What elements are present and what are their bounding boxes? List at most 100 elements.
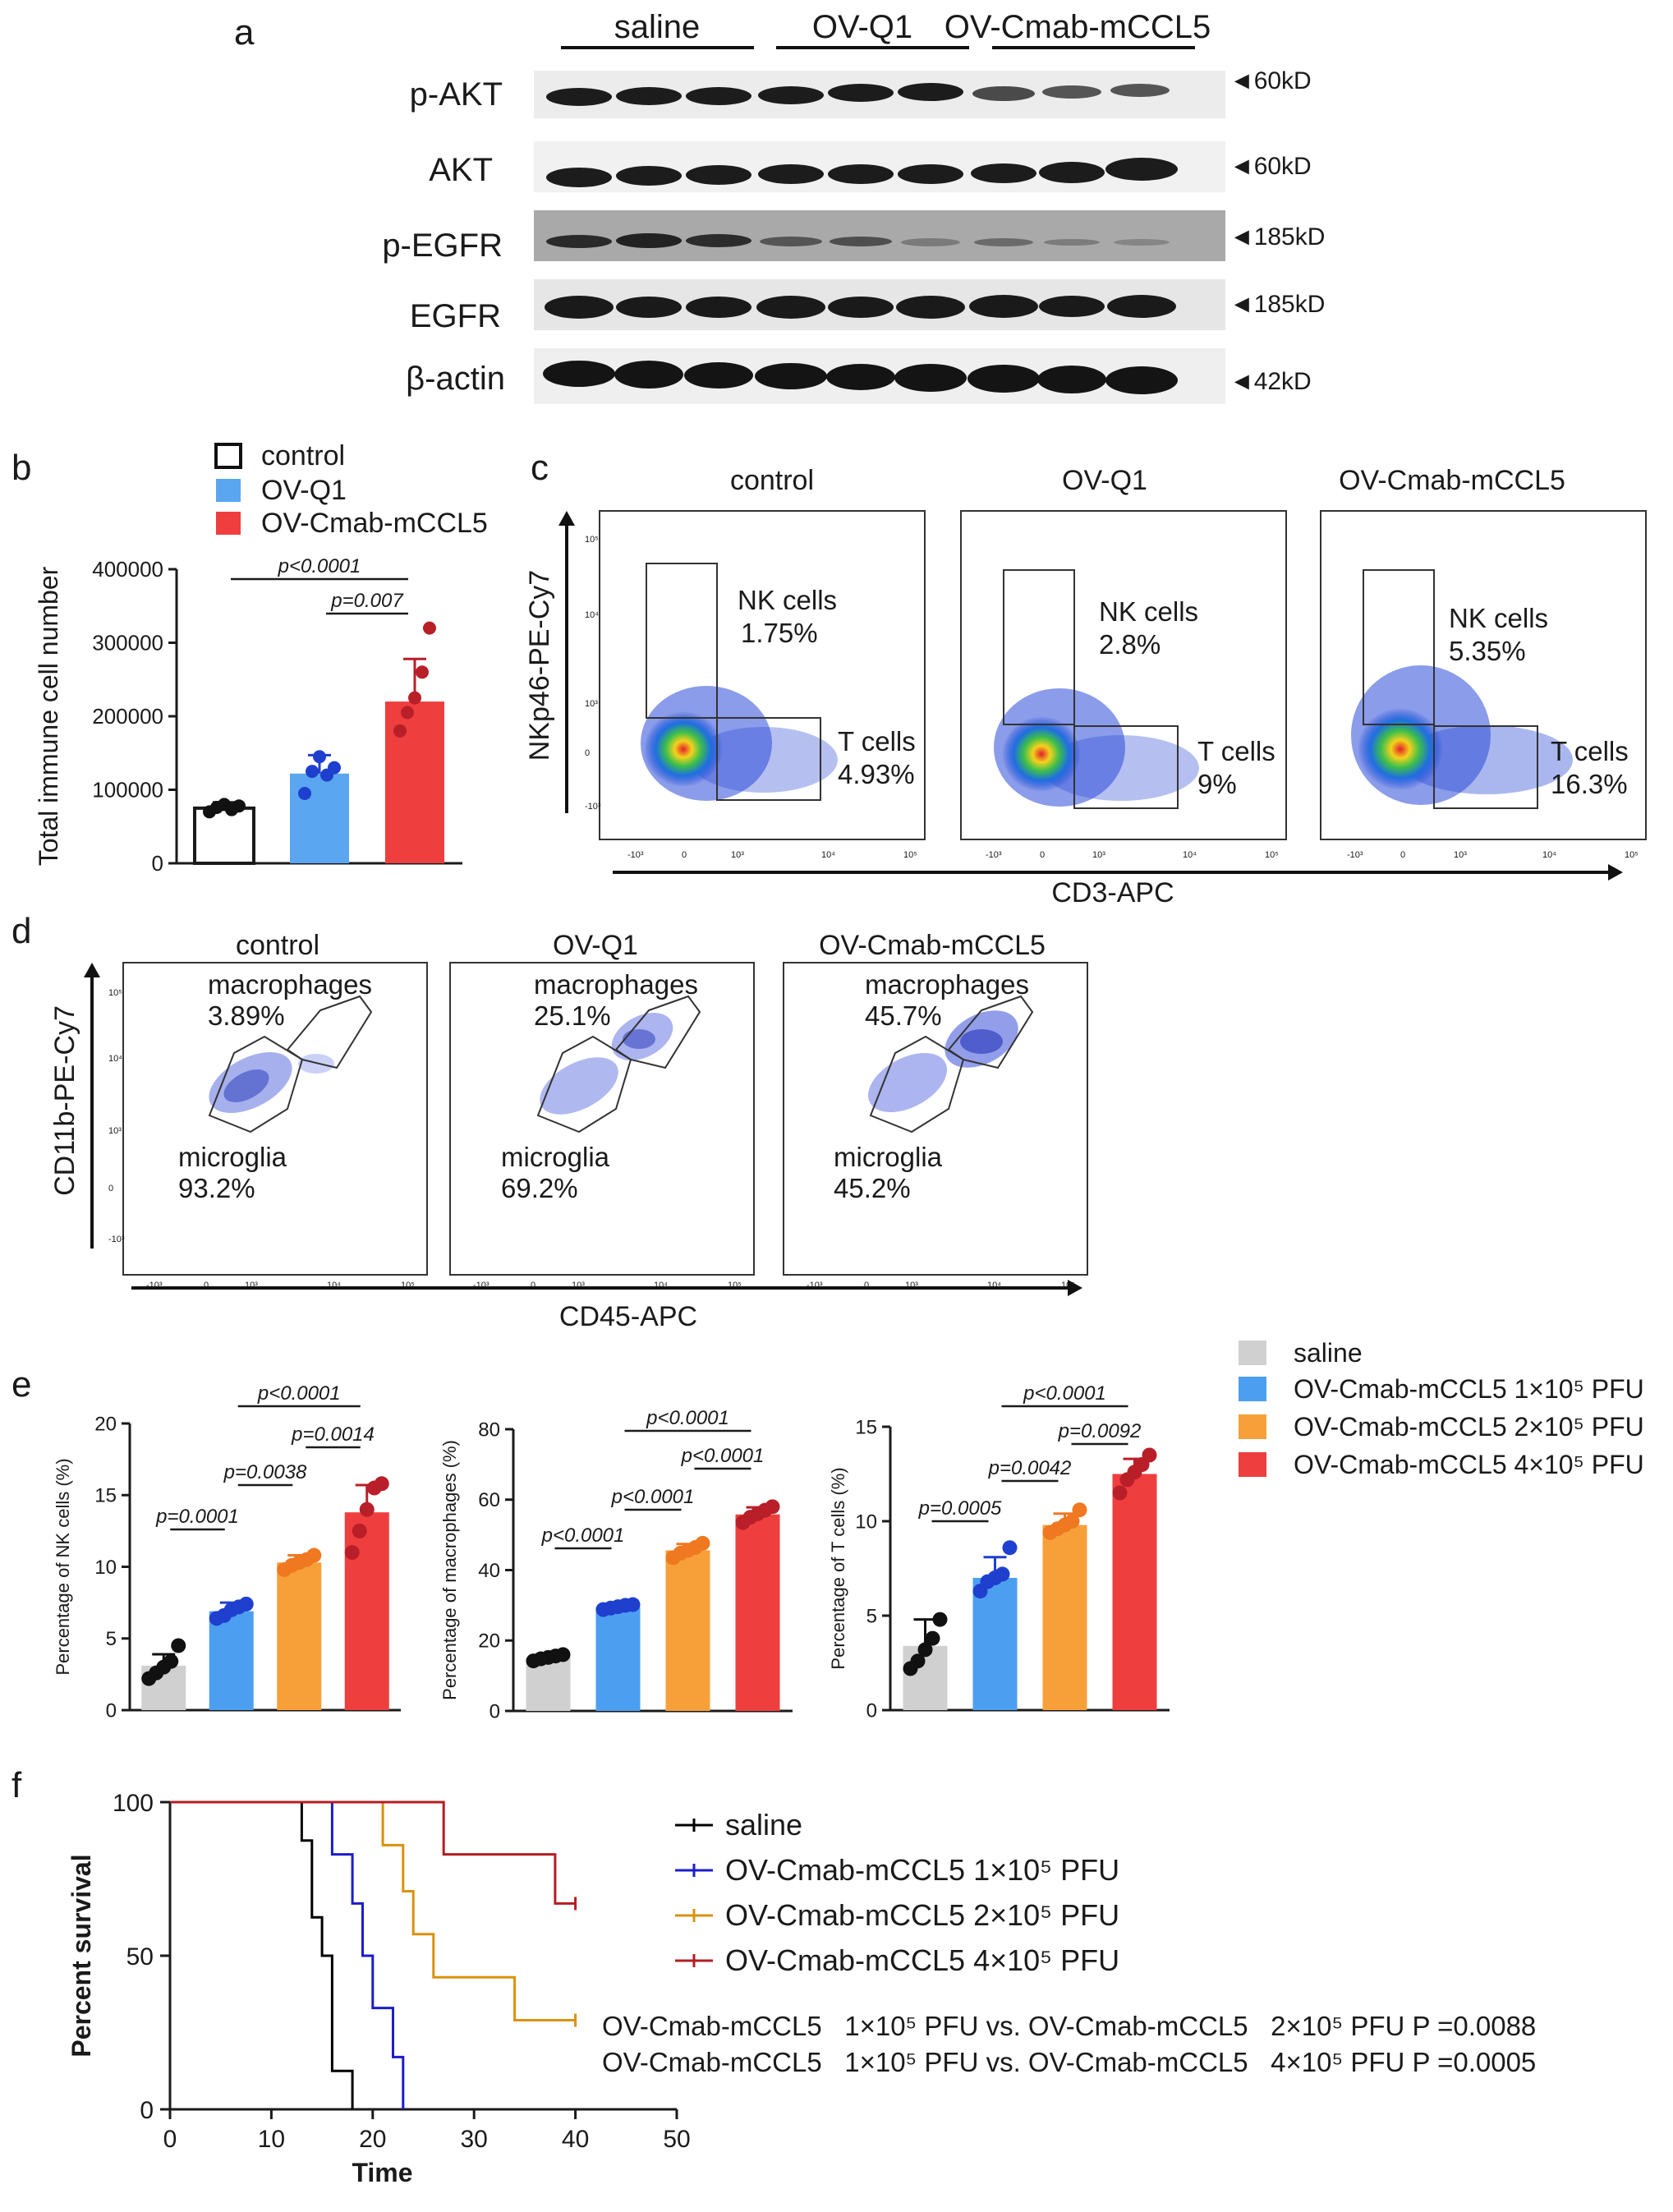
flow-d-xlabel: CD45-APC [559,1301,697,1332]
flow-d-mac-name-1: macrophages [534,969,698,1000]
km-survival-curve [170,1800,405,2109]
flow-c-gate-nk-2 [1363,569,1435,725]
svg-text:0: 0 [1400,850,1405,860]
y-axis-label: Total immune cell number [34,566,63,866]
km-survival-curve [170,1800,354,2109]
bar [344,1512,389,1710]
panel-letter-b: b [11,448,31,488]
p-value-label: p<0.0001 [257,1382,341,1405]
bands-pakt [546,83,1170,106]
svg-text:0: 0 [585,748,590,758]
flow-d-gate-macrophages-2 [947,995,1034,1069]
p-value-label: p<0.0001 [541,1524,625,1547]
group-label-ovq1: OV-Q1 [812,9,912,45]
flow-c-nk-name-0: NK cells [738,585,837,615]
flow-d-mic-value-2: 45.2% [834,1173,911,1203]
km-x-tick-label: 0 [163,2126,177,2153]
chart-b-plot: 0 100000 200000 300000 400000 Total immune ce… [34,555,462,876]
flow-d-y-arrowhead [84,963,100,977]
flow-d-frame-1 [449,962,755,1276]
flow-c-nk-value-0: 1.75% [741,618,818,648]
panel-letter-e: e [11,1364,31,1405]
y-tick-label: 200000 [92,704,163,729]
data-point [408,691,421,705]
flow-c-t-name-1: T cells [1197,736,1275,766]
p-value-label: p=0.0001 [155,1506,239,1528]
panel-letter-d: d [11,911,31,951]
panel-letter-a: a [234,12,255,53]
flow-d-mic-value-1: 69.2% [501,1173,578,1203]
data-point [298,786,311,800]
svg-text:0: 0 [108,1184,113,1193]
data-point [352,1523,367,1538]
data-point [306,765,319,779]
flow-c-title-2: OV-Cmab-mCCL5 [1339,465,1565,496]
bands-pegfr [546,233,1170,248]
flow-c-title-1: OV-Q1 [1062,465,1147,496]
flow-c-y-arrowhead [558,511,575,526]
data-point [1142,1447,1157,1463]
svg-text:10⁴: 10⁴ [108,1054,122,1064]
y-tick-label: 20 [478,1630,500,1653]
data-point [917,1642,933,1658]
y-tick-label: 80 [478,1419,500,1441]
y-tick-label: 100000 [92,778,163,802]
km-legend-label-saline: saline [725,1808,802,1842]
bar [385,701,444,863]
flow-c-xlabel: CD3-APC [1051,877,1174,908]
km-stat-line-2: OV-Cmab-mCCL5 1×10⁵ PFU vs. OV-Cmab-mCCL… [602,2047,1536,2077]
data-point [625,1597,641,1612]
flow-c-xticks: -10³ 0 10³ 10⁴ 10⁵ -10³ 0 10³ 10⁴ 10⁵ -10³ 0 10³ 10… [627,850,1639,860]
svg-text:10⁴: 10⁴ [821,850,835,860]
km-y-axis-label: Percent survival [67,1854,96,2057]
bar [735,1514,780,1711]
legend-e-swatch-low [1239,1377,1266,1401]
bands-egfr [545,295,1176,319]
chart-e-tcell-plot: 0 5 10 15 Percentage of T cells (%) p=0.0005 p… [828,1382,1170,1722]
km-x-tick-label: 50 [663,2126,690,2153]
flow-c-t-value-2: 16.3% [1551,769,1628,799]
flow-c-cloud-2 [1351,665,1573,805]
data-point [555,1647,571,1662]
band-size-pakt: ◄60kD [1229,67,1312,94]
data-point [416,665,429,679]
y-tick-label: 10 [855,1511,877,1533]
flow-d-frame-2 [783,962,1088,1276]
svg-text:10⁵: 10⁵ [903,850,917,860]
panel-letter-f: f [11,1765,22,1805]
flow-d-gate-macrophages-1 [614,995,701,1069]
data-point [695,1535,710,1551]
p-value-label: p<0.0001 [681,1445,765,1467]
flow-c-t-value-1: 9% [1197,769,1237,799]
legend-e-label-saline: saline [1294,1338,1363,1368]
band-size-akt: ◄60kD [1229,153,1312,180]
legend-e-label-mid: OV-Cmab-mCCL5 2×10⁵ PFU [1294,1412,1644,1442]
y-tick-label: 40 [478,1560,500,1582]
flow-c-t-value-0: 4.93% [838,759,915,789]
y-tick-label: 60 [478,1489,500,1511]
bar [290,773,349,863]
svg-text:10⁵: 10⁵ [1625,850,1639,860]
panel-c-flow: c control OV-Q1 OV-Cmab-mCCL5 [524,448,1647,908]
km-y-tick-label: 50 [126,1943,154,1971]
y-tick-label: 0 [106,1699,117,1722]
flow-d-title-2: OV-Cmab-mCCL5 [819,930,1046,961]
flow-c-cloud-1 [994,688,1199,807]
flow-c-ylabel: NKp46-PE-Cy7 [524,570,555,761]
y-axis-label: Percentage of NK cells (%) [53,1458,73,1675]
band-label-pakt: p-AKT [410,76,503,113]
flow-d-cloud-1 [540,1013,673,1115]
flow-c-nk-value-2: 5.35% [1449,636,1526,666]
bar [972,1578,1018,1710]
flow-c-gate-t-2 [1433,725,1538,809]
data-point [171,1638,186,1653]
data-point [238,1596,254,1612]
flow-d-frame-0 [122,962,428,1276]
bar [665,1550,710,1711]
svg-text:10³: 10³ [1454,850,1467,860]
bands-akt [546,158,1178,187]
bar [277,1562,322,1710]
data-point [1064,1514,1080,1529]
flow-c-frame-0 [599,510,926,840]
data-point [359,1501,375,1517]
